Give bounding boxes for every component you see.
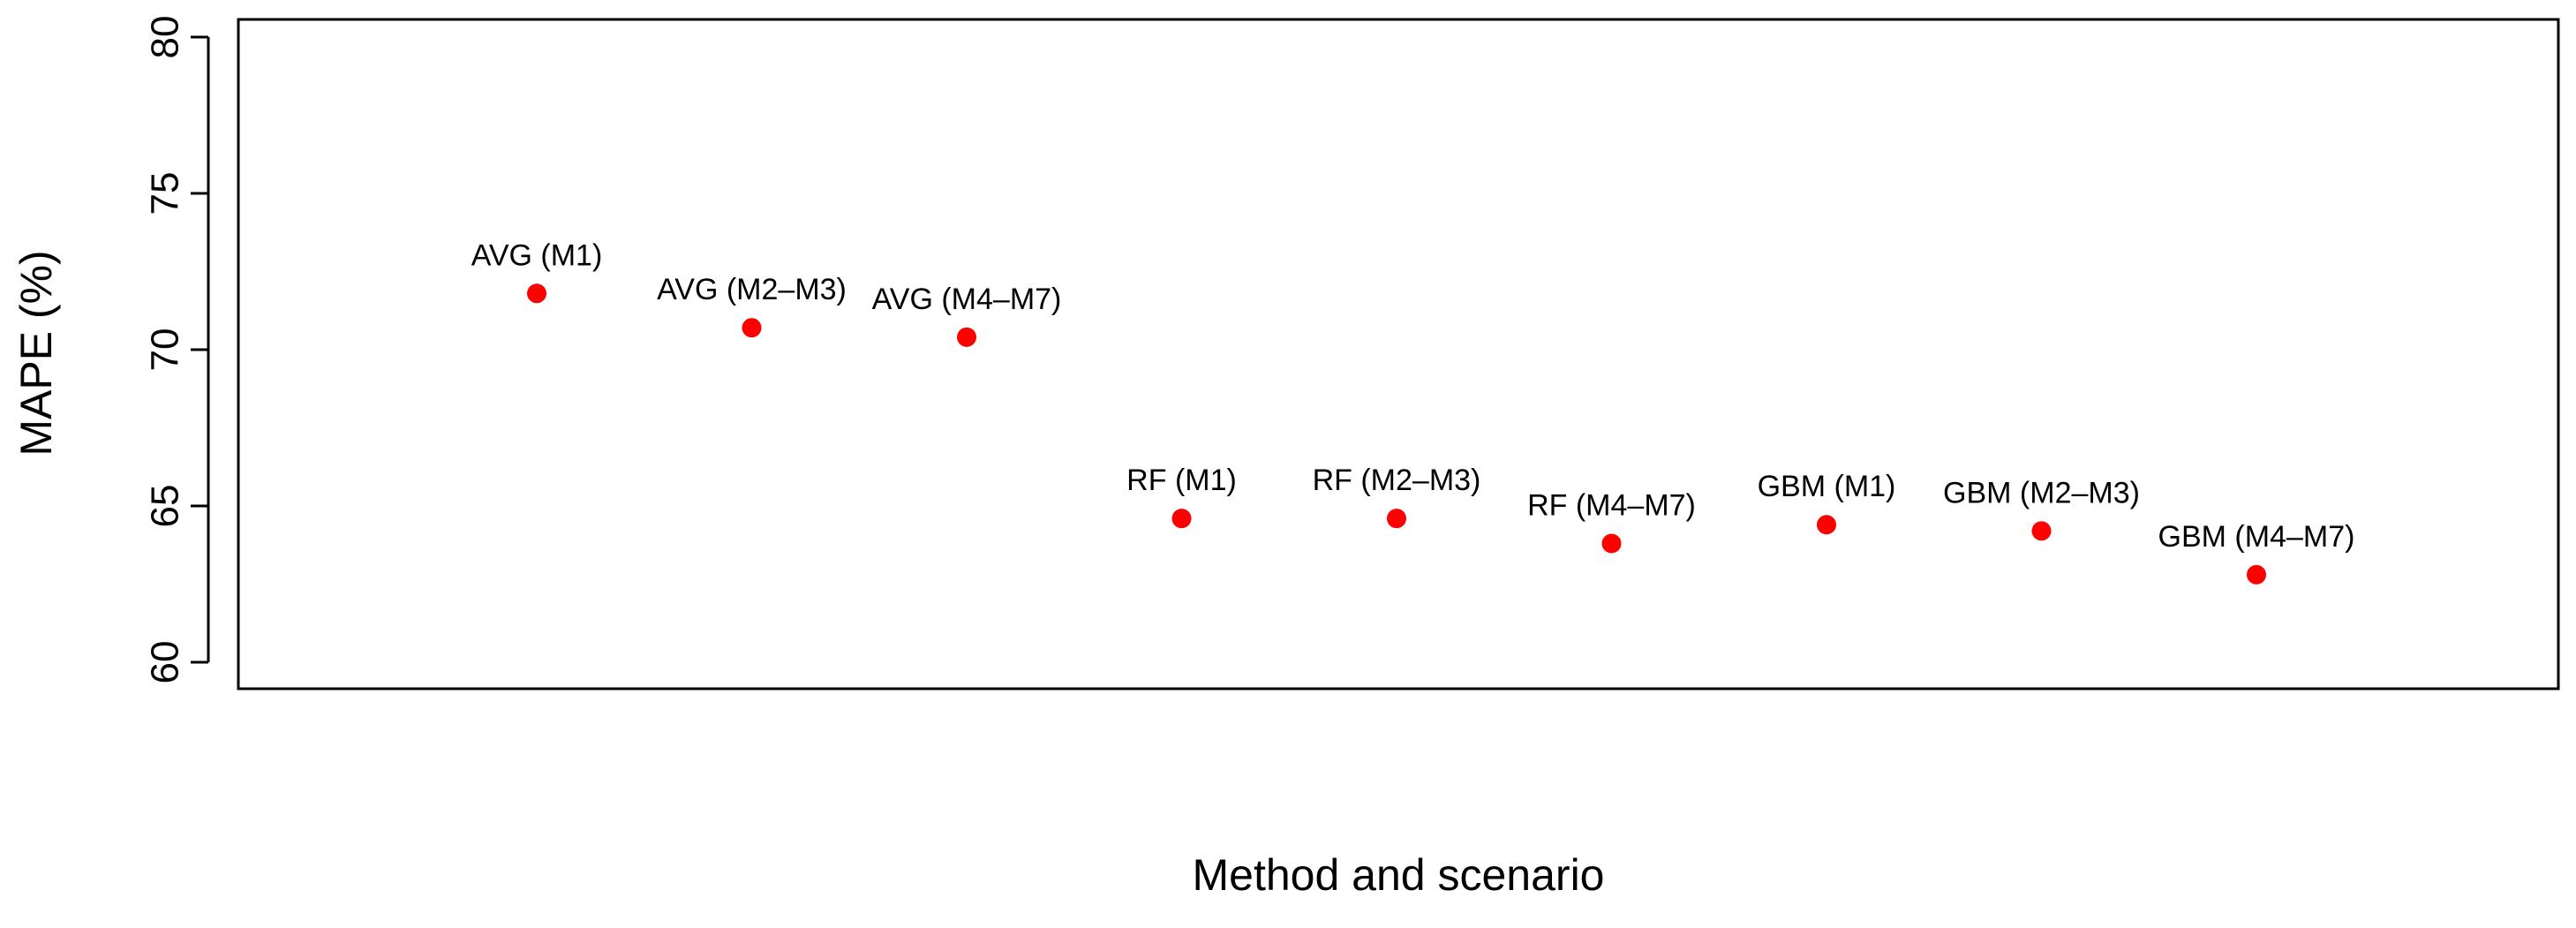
y-tick-label: 60 [144,641,187,684]
data-point-label: RF (M4–M7) [1527,488,1696,522]
y-tick-label: 75 [144,172,187,215]
point-labels: AVG (M1) AVG (M2–M3) AVG (M4–M7) RF (M1) RF … [471,238,2355,554]
data-point [1601,533,1622,554]
data-point-label: AVG (M2–M3) [657,273,847,306]
data-point [1817,515,1836,535]
x-axis-label: Method and scenario [1193,850,1605,900]
data-point-label: RF (M2–M3) [1313,464,1481,497]
data-point-label: AVG (M1) [471,238,603,272]
data-point-label: AVG (M4–M7) [872,283,1062,316]
y-tick-label: 80 [144,16,187,59]
data-point [527,283,546,304]
data-point-label: GBM (M4–M7) [2158,520,2355,554]
data-point [2031,521,2052,541]
data-point-label: GBM (M2–M3) [1943,476,2140,509]
y-axis-label: MAPE (%) [11,250,61,456]
y-tick-label: 70 [144,328,187,372]
data-point-label: GBM (M1) [1758,470,1896,503]
data-point [1171,509,1192,529]
y-tick-label: 65 [144,485,187,528]
plot-area-frame [237,18,2560,690]
data-point [957,327,976,347]
data-point-label: RF (M1) [1126,464,1237,497]
data-points [527,283,2266,585]
data-point [1387,509,1406,529]
data-point [2247,564,2266,585]
data-point [742,318,762,338]
y-axis: 60 65 70 75 80 [144,16,210,684]
